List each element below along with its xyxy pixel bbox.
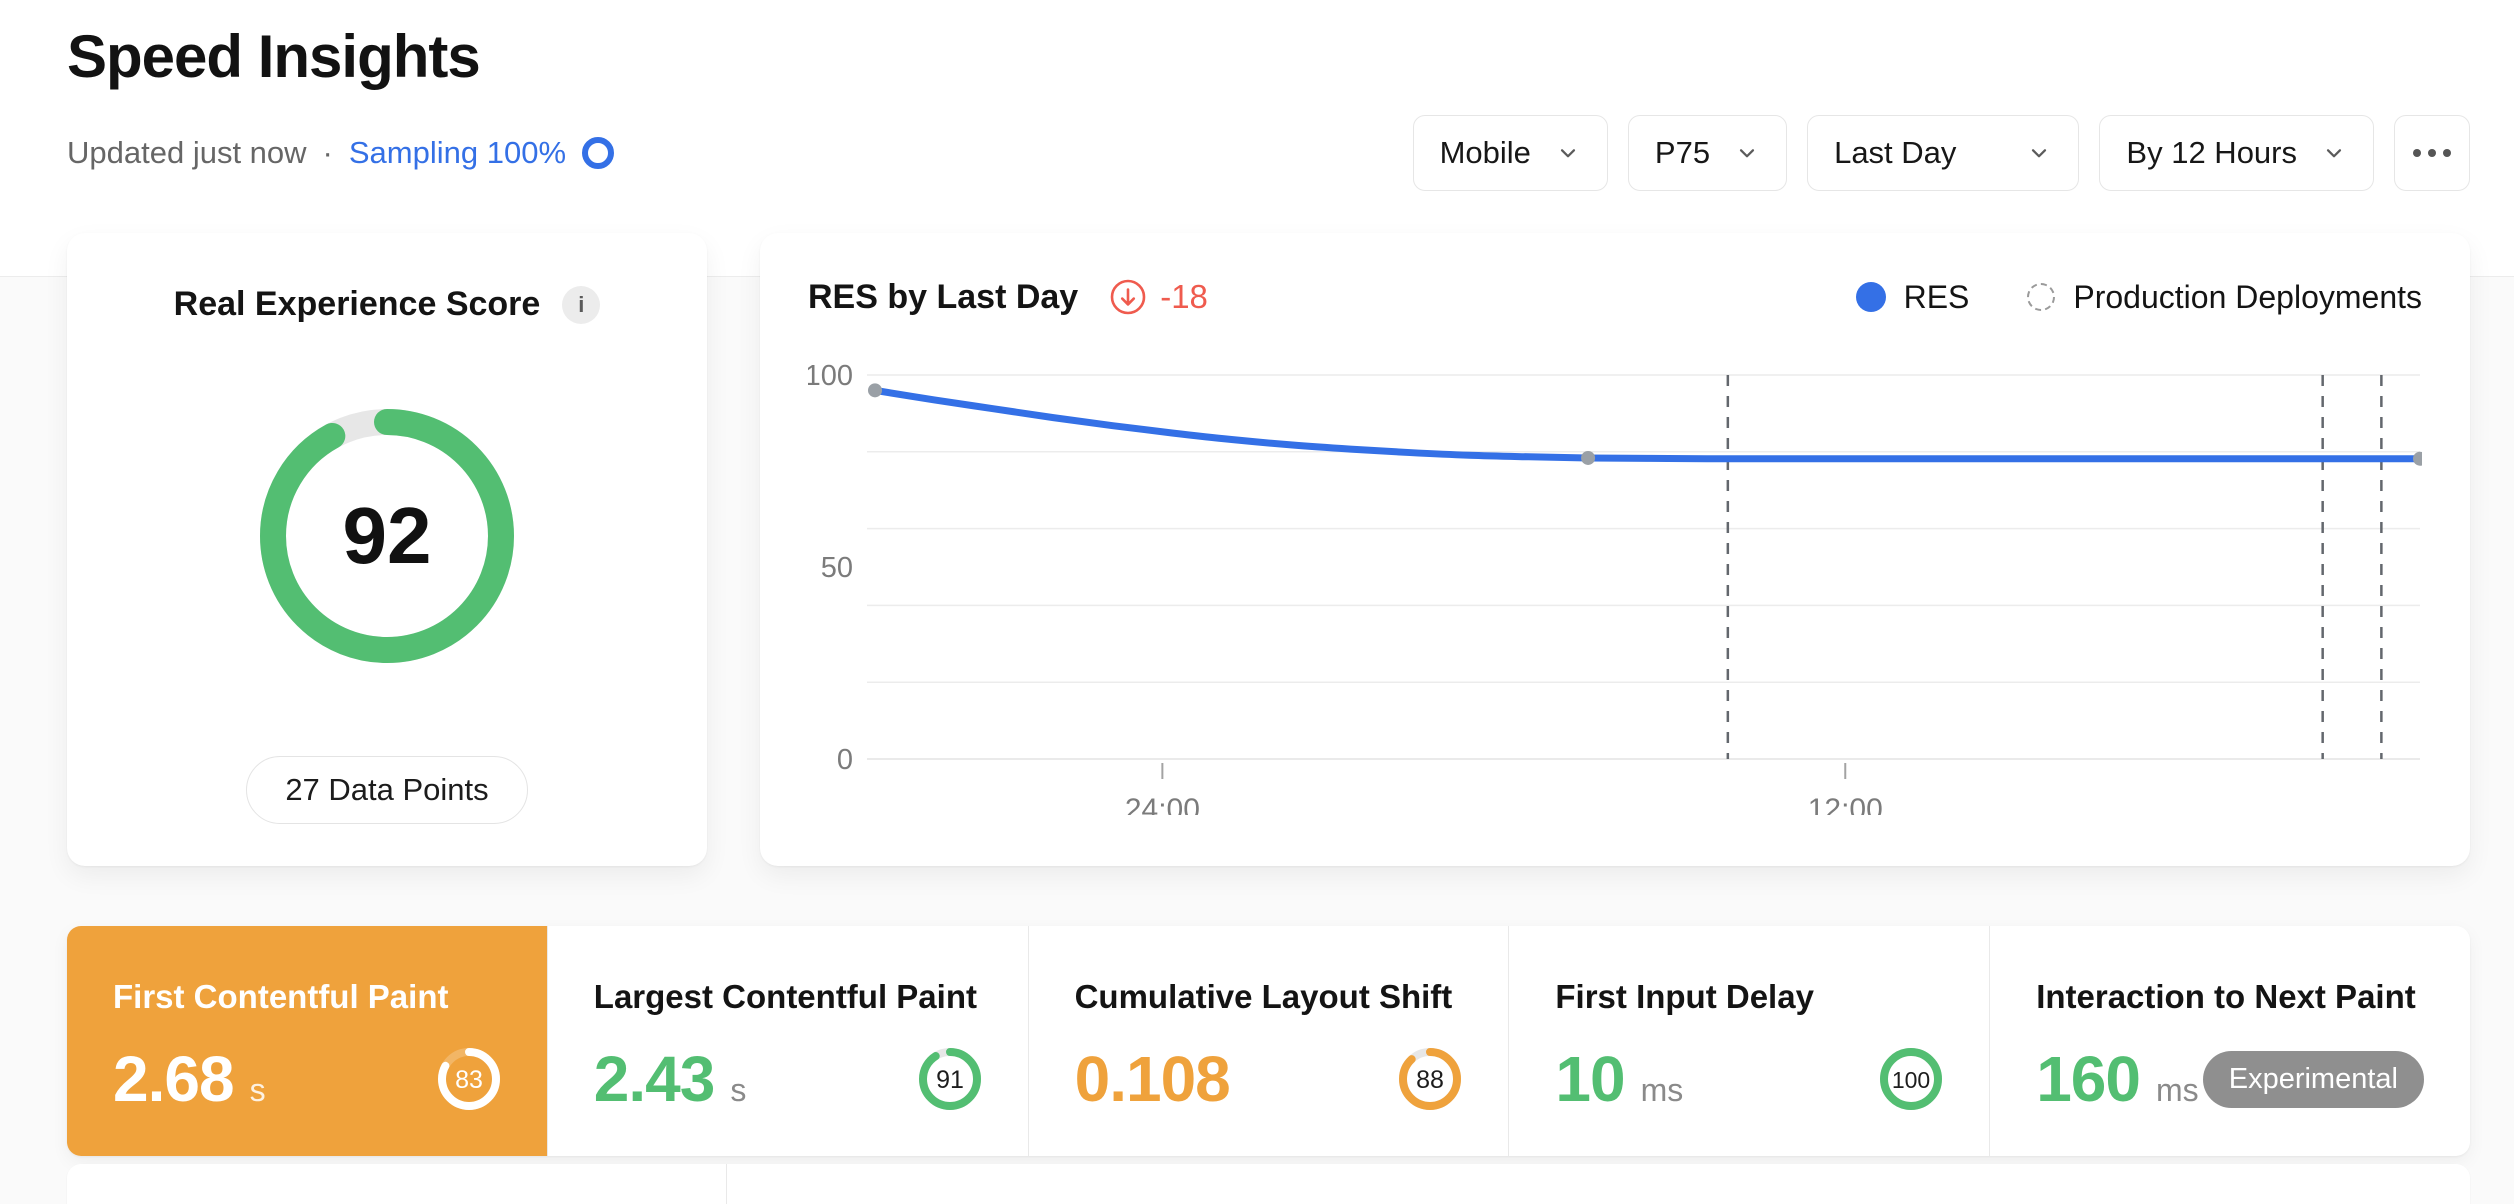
sampling-link[interactable]: Sampling 100% (348, 135, 615, 171)
arrow-down-circle-icon (1110, 279, 1146, 315)
metric-unit: ms (2155, 1072, 2199, 1108)
metric-value: 160 (2036, 1043, 2141, 1115)
metric-card-first-contentful-paint[interactable]: First Contentful Paint 2.68 s 83 (67, 926, 547, 1156)
sampling-label: Sampling 100% (348, 135, 567, 170)
data-points-pill: 27 Data Points (246, 756, 528, 824)
dot-separator: · (322, 135, 333, 170)
percentile-dropdown[interactable]: P75 (1627, 115, 1788, 191)
chevron-down-icon (2326, 149, 2342, 158)
chevron-down-icon (2032, 149, 2047, 158)
metric-card-first-input-delay[interactable]: First Input Delay 10 ms 100 (1508, 926, 1989, 1156)
more-options-button[interactable] (2394, 115, 2470, 191)
res-score-gauge: 92 (257, 406, 517, 666)
legend-item-res[interactable]: RES (1855, 278, 1970, 316)
svg-text:24:00: 24:00 (1125, 793, 1200, 815)
metric-title: Interaction to Next Paint (2036, 978, 2416, 1015)
res-score-value: 92 (342, 491, 432, 580)
device-dropdown[interactable]: Mobile (1412, 115, 1608, 191)
ellipsis-icon (2428, 149, 2436, 157)
web-vitals-tabs: First Contentful Paint 2.68 s 83 Largest… (67, 926, 2470, 1156)
deployments-dashed-circle-icon (2027, 283, 2056, 311)
filter-bar: Mobile P75 Last Day By 12 Hours (1412, 115, 2470, 191)
res-delta-value: -18 (1160, 278, 1208, 315)
cls-score-gauge: 88 (1399, 1048, 1462, 1110)
metric-title: First Contentful Paint (113, 978, 449, 1015)
page-title: Speed Insights (67, 23, 481, 90)
legend-deployments-label: Production Deployments (2073, 278, 2422, 315)
metric-value: 2.43 (593, 1043, 716, 1115)
metric-value: 10 (1555, 1043, 1625, 1115)
partial-next-card (67, 1164, 2470, 1204)
percentile-dropdown-label: P75 (1654, 135, 1711, 170)
partial-next-card-column (67, 1164, 727, 1204)
svg-text:91: 91 (936, 1066, 964, 1094)
ellipsis-icon (2443, 149, 2451, 157)
metric-card-cumulative-layout-shift[interactable]: Cumulative Layout Shift 0.108 88 (1027, 926, 1509, 1156)
svg-text:83: 83 (455, 1066, 483, 1094)
time-range-dropdown-label: Last Day (1834, 135, 1957, 170)
chart-title: RES by Last Day (808, 277, 1079, 316)
svg-text:88: 88 (1416, 1066, 1444, 1094)
legend-item-deployments[interactable]: Production Deployments (2027, 279, 2422, 316)
interval-dropdown[interactable]: By 12 Hours (2099, 115, 2374, 191)
lcp-score-gauge: 91 (918, 1048, 981, 1110)
metric-unit: s (730, 1072, 747, 1108)
svg-text:50: 50 (821, 552, 853, 584)
fcp-score-gauge: 83 (437, 1048, 500, 1110)
svg-text:100: 100 (808, 360, 853, 392)
interval-dropdown-label: By 12 Hours (2126, 135, 2297, 170)
sampling-ring-icon (582, 137, 615, 169)
res-line-chart: 100 50 0 24:00 12:00 (808, 360, 2422, 815)
fid-score-gauge: 100 (1880, 1048, 1943, 1110)
svg-text:12:00: 12:00 (1808, 793, 1883, 815)
res-score-ring (260, 409, 514, 663)
res-series-dot-icon (1855, 282, 1886, 312)
metric-unit: ms (1640, 1072, 1684, 1108)
metric-unit: s (249, 1072, 266, 1108)
legend-res-label: RES (1903, 278, 1970, 315)
svg-text:0: 0 (837, 744, 853, 776)
chevron-down-icon (1739, 149, 1755, 158)
partial-next-card-column (727, 1164, 2470, 1204)
real-experience-score-card: Real Experience Score i 92 27 Data Point… (67, 233, 707, 866)
updated-text: Updated just now (67, 135, 307, 170)
metric-title: Largest Contentful Paint (593, 978, 977, 1015)
metric-card-largest-contentful-paint[interactable]: Largest Contentful Paint 2.43 s 91 (546, 926, 1028, 1156)
chart-legend: RES Production Deployments (1855, 278, 2422, 316)
updated-status: Updated just now · Sampling 100% (67, 135, 615, 171)
info-icon[interactable]: i (562, 285, 601, 324)
chevron-down-icon (1560, 149, 1576, 158)
res-card-title: Real Experience Score (173, 285, 541, 323)
experimental-badge: Experimental (2202, 1050, 2424, 1108)
page-header: Speed Insights Updated just now · Sampli… (0, 0, 2514, 277)
time-range-dropdown[interactable]: Last Day (1807, 115, 2080, 191)
main-content: Real Experience Score i 92 27 Data Point… (0, 233, 2514, 1204)
metric-value: 0.108 (1074, 1043, 1231, 1115)
ellipsis-icon (2413, 149, 2421, 157)
res-chart-card: RES by Last Day -18 RES Production Deplo… (760, 233, 2470, 866)
svg-text:100: 100 (1892, 1067, 1930, 1093)
metric-title: First Input Delay (1555, 978, 1814, 1015)
metric-value: 2.68 (113, 1043, 235, 1115)
metric-card-interaction-to-next-paint[interactable]: Interaction to Next Paint 160 ms Experim… (1989, 926, 2470, 1156)
metric-title: Cumulative Layout Shift (1074, 978, 1453, 1015)
device-dropdown-label: Mobile (1439, 135, 1531, 170)
